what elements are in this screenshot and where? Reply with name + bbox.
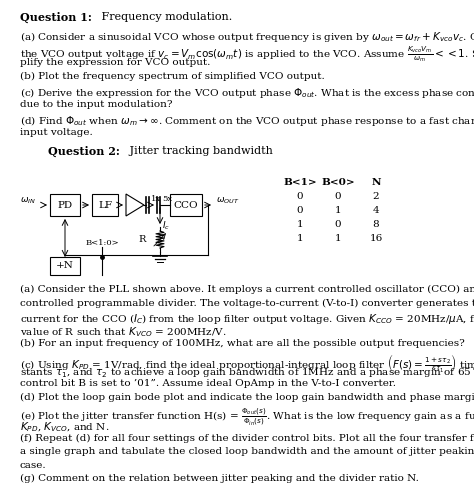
Bar [50,257,80,275]
Text: (g) Comment on the relation between jitter peaking and the divider ratio N.: (g) Comment on the relation between jitt… [20,474,419,483]
Text: (f) Repeat (d) for all four settings of the divider control bits. Plot all the f: (f) Repeat (d) for all four settings of … [20,434,474,443]
Text: plify the expression for VCO output.: plify the expression for VCO output. [20,58,210,67]
Text: Question 2:: Question 2: [48,146,120,157]
Text: Jitter tracking bandwidth: Jitter tracking bandwidth [126,146,273,156]
Text: $\omega_{OUT}$: $\omega_{OUT}$ [216,196,239,206]
Text: N: N [371,178,381,187]
Text: due to the input modulation?: due to the input modulation? [20,100,173,109]
Text: the VCO output voltage if $v_c = V_m\cos(\omega_m t)$ is applied to the VCO. Ass: the VCO output voltage if $v_c = V_m\cos… [20,44,474,63]
Polygon shape [126,194,144,216]
Text: 0: 0 [297,206,303,215]
Text: (c) Derive the expression for the VCO output phase $\Phi_{out}$. What is the exc: (c) Derive the expression for the VCO ou… [20,86,474,100]
Text: 8: 8 [373,220,379,229]
Text: B<0>: B<0> [321,178,355,187]
Text: controlled programmable divider. The voltage-to-current (V-to-I) converter gener: controlled programmable divider. The vol… [20,299,474,308]
Text: (e) Plot the jitter transfer function H(s) = $\frac{\Phi_{out}(s)}{\Phi_{in}(s)}: (e) Plot the jitter transfer function H(… [20,407,474,428]
Text: $\omega_{IN}$: $\omega_{IN}$ [20,196,36,206]
Text: input voltage.: input voltage. [20,128,93,137]
Text: (a) Consider a sinusoidal VCO whose output frequency is given by $\omega_{out} =: (a) Consider a sinusoidal VCO whose outp… [20,30,474,44]
Text: 0: 0 [335,220,341,229]
Text: 2: 2 [373,192,379,201]
Text: 0: 0 [297,192,303,201]
Text: 4: 4 [373,206,379,215]
Bar [50,194,80,216]
Text: (b) For an input frequency of 100MHz, what are all the possible output frequenci: (b) For an input frequency of 100MHz, wh… [20,339,465,348]
Text: R: R [138,235,146,243]
Text: Question 1:: Question 1: [20,12,92,23]
Text: Frequency modulation.: Frequency modulation. [98,12,232,22]
Text: 1: 1 [297,234,303,243]
Text: 1: 1 [297,220,303,229]
Text: 16: 16 [369,234,383,243]
Text: CCO: CCO [173,200,198,210]
Text: stants $\tau_1$, and $\tau_2$ to achieve a loop gain bandwidth of 1MHz and a pha: stants $\tau_1$, and $\tau_2$ to achieve… [20,366,474,380]
Text: current for the CCO ($I_C$) from the loop filter output voltage. Given $K_{CCO}$: current for the CCO ($I_C$) from the loo… [20,312,474,326]
Text: 1: 1 [335,206,341,215]
Bar [170,194,202,216]
Text: (c) Using $K_{PD}$ = 1V/rad, find the ideal proportional-integral loop filter $\: (c) Using $K_{PD}$ = 1V/rad, find the id… [20,352,474,375]
Text: +N: +N [56,261,74,271]
Text: B<1>: B<1> [283,178,317,187]
Text: (a) Consider the PLL shown above. It employs a current controlled oscillator (CC: (a) Consider the PLL shown above. It emp… [20,285,474,294]
Text: 1: 1 [335,234,341,243]
Text: case.: case. [20,460,46,469]
Text: a single graph and tabulate the closed loop bandwidth and the amount of jitter p: a single graph and tabulate the closed l… [20,447,474,456]
Text: (d) Plot the loop gain bode plot and indicate the loop gain bandwidth and phase : (d) Plot the loop gain bode plot and ind… [20,393,474,402]
Text: $K_{PD}$, $K_{VCO}$, and N.: $K_{PD}$, $K_{VCO}$, and N. [20,420,109,434]
Bar [92,194,118,216]
Text: B<1:0>: B<1:0> [85,239,119,247]
Text: (b) Plot the frequency spectrum of simplified VCO output.: (b) Plot the frequency spectrum of simpl… [20,72,325,81]
Text: $I_c$: $I_c$ [162,219,170,231]
Text: PD: PD [57,200,73,210]
Text: 5x: 5x [162,195,172,203]
Text: (d) Find $\Phi_{out}$ when $\omega_m \rightarrow \infty$. Comment on the VCO out: (d) Find $\Phi_{out}$ when $\omega_m \ri… [20,114,474,128]
Text: control bit B is set to ’01”. Assume ideal OpAmp in the V-to-I converter.: control bit B is set to ’01”. Assume ide… [20,379,396,389]
Text: 1x: 1x [151,195,161,203]
Text: value of R such that $K_{VCO}$ = 200MHz/V.: value of R such that $K_{VCO}$ = 200MHz/… [20,326,227,339]
Text: LF: LF [98,200,112,210]
Text: 0: 0 [335,192,341,201]
